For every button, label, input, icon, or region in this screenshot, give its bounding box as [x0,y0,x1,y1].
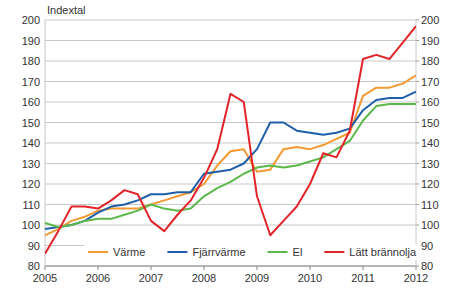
x-tick [257,266,258,270]
x-tick [310,266,311,270]
y-tick-label: 180 [22,55,40,67]
legend-label: Fjärrvärme [192,246,245,258]
y-tick-label: 170 [22,76,40,88]
grid [45,20,416,266]
series-line [45,75,416,235]
y-tick-label: 190 [22,35,40,47]
y-tick-label: 110 [22,199,40,211]
legend-swatch [324,251,344,253]
grid-line [45,266,416,267]
x-tick-label: 2012 [404,272,428,284]
y-tick-label: 100 [22,219,40,231]
x-tick-label: 2011 [351,272,375,284]
legend-label: El [293,246,303,258]
legend-label: Lätt brännolja [349,246,417,258]
y2-tick-label: 120 [421,178,439,190]
grid-line [45,184,416,185]
x-tick [363,266,364,270]
legend-label: Värme [113,246,145,258]
x-tick-label: 2005 [33,272,57,284]
x-tick [416,266,417,270]
x-tick-label: 2007 [139,272,163,284]
grid-line [45,225,416,226]
x-tick-label: 2010 [298,272,322,284]
legend-background [84,244,420,260]
y2-axis [416,20,417,266]
y2-tick-label: 100 [421,219,439,231]
series-line [45,104,416,227]
y2-tick-label: 180 [421,55,439,67]
y2-tick-label: 150 [421,117,439,129]
y2-tick-label: 90 [421,240,433,252]
y-tick-label: 150 [22,117,40,129]
lines [45,26,416,254]
grid-line [45,40,416,41]
x-tick [151,266,152,270]
y-tick-label: 130 [22,158,40,170]
y-tick-label: 90 [28,240,40,252]
series-line [45,92,416,229]
y2-tick-label: 160 [421,96,439,108]
y2-tick-label: 170 [421,76,439,88]
y-tick-label: 80 [28,260,40,272]
legend-swatch [88,251,108,253]
chart: 80 90 100 110 120 130 140 150 160 170 180 190 200 80 9… [0,0,462,306]
y-tick-label: 140 [22,137,40,149]
y-tick-label: 200 [22,14,40,26]
y-tick-label: 160 [22,96,40,108]
y-tick-label: 120 [22,178,40,190]
x-tick-label: 2006 [86,272,110,284]
x-tick-label: 2008 [192,272,216,284]
x-axis [45,266,416,267]
grid-line [45,61,416,62]
x-tick [45,266,46,270]
series-line [45,26,416,254]
y2-tick-label: 140 [421,137,439,149]
legend-swatch [167,251,187,253]
legend-swatch [268,251,288,253]
grid-line [45,81,416,82]
legend: Värme Fjärrvärme El Lätt brännolja [84,244,420,260]
y2-tick-label: 130 [421,158,439,170]
y2-tick-label: 110 [421,199,439,211]
grid-line [45,204,416,205]
y-axis-label: Indextal [47,4,86,16]
y2-tick-label: 80 [421,260,433,272]
grid-line [45,163,416,164]
x-tick [98,266,99,270]
x-tick-label: 2009 [245,272,269,284]
grid-line [45,143,416,144]
y2-tick-label: 200 [421,14,439,26]
y2-tick-label: 190 [421,35,439,47]
x-tick [204,266,205,270]
grid-line [45,20,416,21]
